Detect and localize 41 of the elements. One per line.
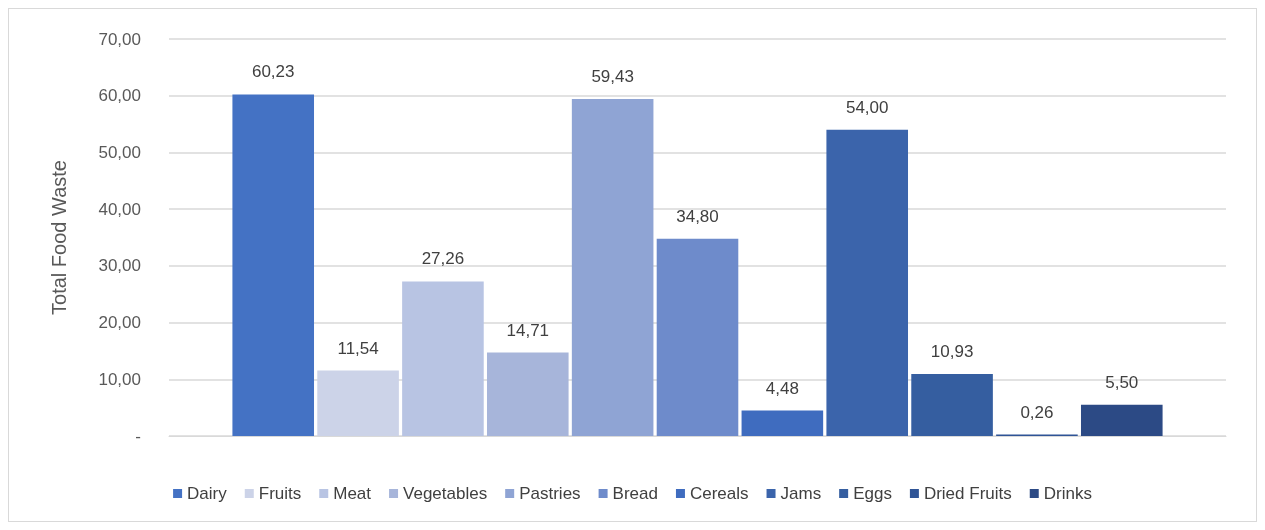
data-label: 60,23 <box>251 62 295 82</box>
legend-label: Bread <box>612 484 658 503</box>
data-label: 5,50 <box>1105 372 1139 392</box>
data-label: 11,54 <box>337 338 379 358</box>
bar <box>741 410 824 436</box>
data-label: 27,26 <box>421 249 465 269</box>
data-label: 34,80 <box>676 206 719 226</box>
legend-label: Vegetables <box>403 484 488 503</box>
y-tick-label: 10,00 <box>98 369 141 389</box>
y-tick-label: 70,00 <box>98 29 141 49</box>
legend-label: Eggs <box>853 484 892 503</box>
data-label: 14,71 <box>506 320 550 340</box>
y-axis-title: Total Food Waste <box>48 160 70 315</box>
data-label: 10,93 <box>930 342 974 362</box>
bar <box>486 352 569 436</box>
y-tick-label: 30,00 <box>98 256 141 276</box>
legend-label: Dairy <box>187 484 228 503</box>
data-label: 54,00 <box>845 97 889 117</box>
bar <box>1080 404 1163 436</box>
bar <box>402 281 484 436</box>
y-tick-label: 60,00 <box>98 86 141 106</box>
legend-label: Dried Fruits <box>923 484 1012 503</box>
bar <box>656 238 739 436</box>
data-label: 59,43 <box>591 66 634 86</box>
bar <box>317 370 399 436</box>
y-tick-label: 20,00 <box>98 313 141 333</box>
legend-label: Cereals <box>689 484 749 503</box>
legend-label: Jams <box>780 484 822 503</box>
bar <box>911 374 993 436</box>
y-tick-label: 40,00 <box>98 199 141 219</box>
bar <box>232 94 315 436</box>
data-label: 4,48 <box>765 378 799 398</box>
y-tick-label: 50,00 <box>98 142 141 162</box>
legend-label: Fruits <box>258 484 302 503</box>
legend-label: Drinks <box>1043 484 1092 503</box>
data-label: 0,26 <box>1020 402 1054 422</box>
y-tick-label: - <box>135 426 141 446</box>
bar <box>571 98 654 436</box>
bar <box>826 129 909 436</box>
legend-label: Pastries <box>519 484 581 503</box>
legend-label: Meat <box>333 484 372 503</box>
